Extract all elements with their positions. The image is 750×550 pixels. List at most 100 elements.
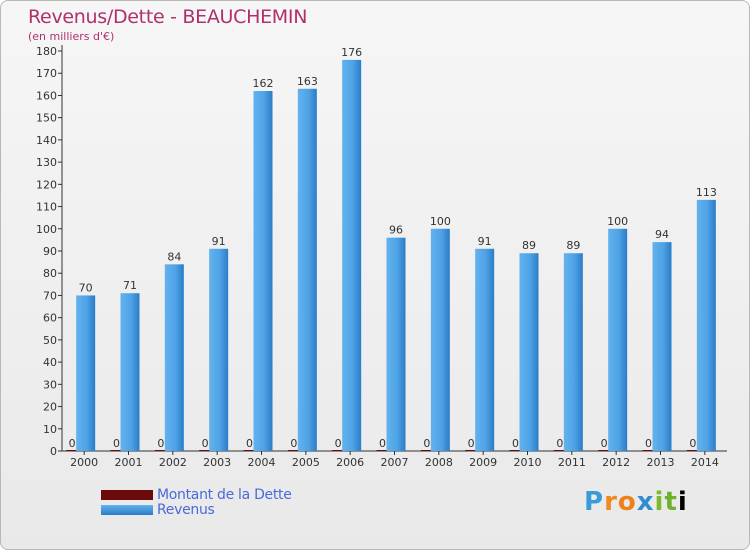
bar-dette bbox=[465, 450, 478, 451]
bar-revenus bbox=[563, 253, 583, 451]
x-tick-label: 2013 bbox=[647, 456, 675, 469]
legend-label-revenus: Revenus bbox=[157, 502, 215, 518]
bar-dette bbox=[110, 450, 123, 451]
y-tick-label: 100 bbox=[36, 223, 57, 236]
data-label-revenus: 100 bbox=[607, 215, 628, 228]
x-tick-label: 2009 bbox=[469, 456, 497, 469]
bar-revenus bbox=[253, 91, 273, 451]
bar-revenus bbox=[652, 242, 672, 451]
x-tick-label: 2003 bbox=[203, 456, 231, 469]
x-tick-label: 2001 bbox=[115, 456, 143, 469]
bar-revenus bbox=[430, 228, 450, 451]
bar-dette bbox=[642, 450, 655, 451]
y-tick-label: 60 bbox=[43, 312, 57, 325]
x-tick-label: 2004 bbox=[248, 456, 276, 469]
x-tick-label: 2011 bbox=[558, 456, 586, 469]
y-tick-label: 120 bbox=[36, 178, 57, 191]
y-tick-label: 10 bbox=[43, 423, 57, 436]
data-label-dette: 0 bbox=[69, 437, 76, 450]
x-tick-label: 2006 bbox=[336, 456, 364, 469]
data-label-dette: 0 bbox=[202, 437, 209, 450]
bar-series bbox=[66, 59, 716, 452]
bar-dette bbox=[598, 450, 611, 451]
bar-dette bbox=[420, 450, 433, 451]
x-tick-label: 2010 bbox=[514, 456, 542, 469]
data-label-dette: 0 bbox=[645, 437, 652, 450]
x-tick-label: 2014 bbox=[691, 456, 719, 469]
data-label-dette: 0 bbox=[246, 437, 253, 450]
y-tick-label: 0 bbox=[50, 445, 57, 458]
y-tick-label: 30 bbox=[43, 378, 57, 391]
data-label-revenus: 100 bbox=[430, 215, 451, 228]
bar-dette bbox=[509, 450, 522, 451]
chart-title: Revenus/Dette - BEAUCHEMIN bbox=[28, 6, 308, 28]
data-label-revenus: 162 bbox=[253, 77, 274, 90]
bar-dette bbox=[376, 450, 389, 451]
data-labels: 0 70 0 71 0 84 0 91 0 162 0 163 0 176 0 96 0 100 0 91 0 89 0 89… bbox=[69, 46, 717, 450]
x-tick-label: 2000 bbox=[70, 456, 98, 469]
y-tick-label: 170 bbox=[36, 67, 57, 80]
data-label-dette: 0 bbox=[556, 437, 563, 450]
y-tick-label: 40 bbox=[43, 356, 57, 369]
x-tick-label: 2007 bbox=[381, 456, 409, 469]
legend-label-dette: Montant de la Dette bbox=[157, 487, 292, 503]
bar-dette bbox=[553, 450, 566, 451]
data-label-revenus: 71 bbox=[123, 279, 137, 292]
y-tick-label: 130 bbox=[36, 156, 57, 169]
bar-revenus bbox=[386, 237, 406, 451]
data-label-revenus: 70 bbox=[79, 281, 93, 294]
data-label-revenus: 91 bbox=[212, 235, 226, 248]
y-tick-label: 50 bbox=[43, 334, 57, 347]
data-label-dette: 0 bbox=[423, 437, 430, 450]
data-label-revenus: 163 bbox=[297, 75, 318, 88]
data-label-dette: 0 bbox=[335, 437, 342, 450]
x-tick-label: 2012 bbox=[602, 456, 630, 469]
bar-dette bbox=[287, 450, 300, 451]
y-axis-ticks: 0 10 20 30 40 50 60 70 80 90 100 110 120 130 140 150 160… bbox=[36, 45, 62, 458]
legend-swatch-revenus bbox=[101, 505, 153, 515]
data-label-dette: 0 bbox=[601, 437, 608, 450]
bar-revenus bbox=[696, 199, 716, 451]
data-label-dette: 0 bbox=[113, 437, 120, 450]
bar-dette bbox=[243, 450, 256, 451]
bar-revenus bbox=[209, 248, 229, 451]
y-tick-label: 20 bbox=[43, 401, 57, 414]
proxiti-logo: Proxiti bbox=[584, 487, 688, 517]
bar-dette bbox=[199, 450, 212, 451]
data-label-dette: 0 bbox=[468, 437, 475, 450]
y-tick-label: 80 bbox=[43, 267, 57, 280]
bar-revenus bbox=[164, 264, 184, 451]
y-tick-label: 140 bbox=[36, 134, 57, 147]
y-tick-label: 150 bbox=[36, 112, 57, 125]
data-label-revenus: 84 bbox=[167, 250, 181, 263]
x-tick-label: 2002 bbox=[159, 456, 187, 469]
data-label-revenus: 176 bbox=[341, 46, 362, 59]
bar-dette bbox=[686, 450, 699, 451]
data-label-dette: 0 bbox=[689, 437, 696, 450]
legend-swatch-dette bbox=[101, 490, 153, 500]
data-label-revenus: 113 bbox=[696, 186, 717, 199]
data-label-revenus: 89 bbox=[522, 239, 536, 252]
x-tick-label: 2005 bbox=[292, 456, 320, 469]
bar-revenus bbox=[297, 88, 317, 452]
bar-revenus bbox=[608, 228, 628, 451]
bar-dette bbox=[332, 450, 345, 451]
bar-dette bbox=[66, 450, 79, 451]
data-label-revenus: 94 bbox=[655, 228, 669, 241]
bar-revenus bbox=[120, 293, 140, 451]
y-tick-label: 110 bbox=[36, 201, 57, 214]
bar-revenus bbox=[475, 248, 495, 451]
x-axis-ticks: 2000 2001 2002 2003 2004 2005 2006 2007 2008 2009… bbox=[70, 451, 719, 469]
data-label-revenus: 89 bbox=[566, 239, 580, 252]
data-label-dette: 0 bbox=[290, 437, 297, 450]
y-tick-label: 180 bbox=[36, 45, 57, 58]
bar-revenus bbox=[76, 295, 96, 451]
bar-revenus bbox=[342, 59, 362, 452]
data-label-dette: 0 bbox=[379, 437, 386, 450]
bar-dette bbox=[154, 450, 167, 451]
data-label-revenus: 91 bbox=[478, 235, 492, 248]
y-tick-label: 160 bbox=[36, 89, 57, 102]
data-label-dette: 0 bbox=[512, 437, 519, 450]
